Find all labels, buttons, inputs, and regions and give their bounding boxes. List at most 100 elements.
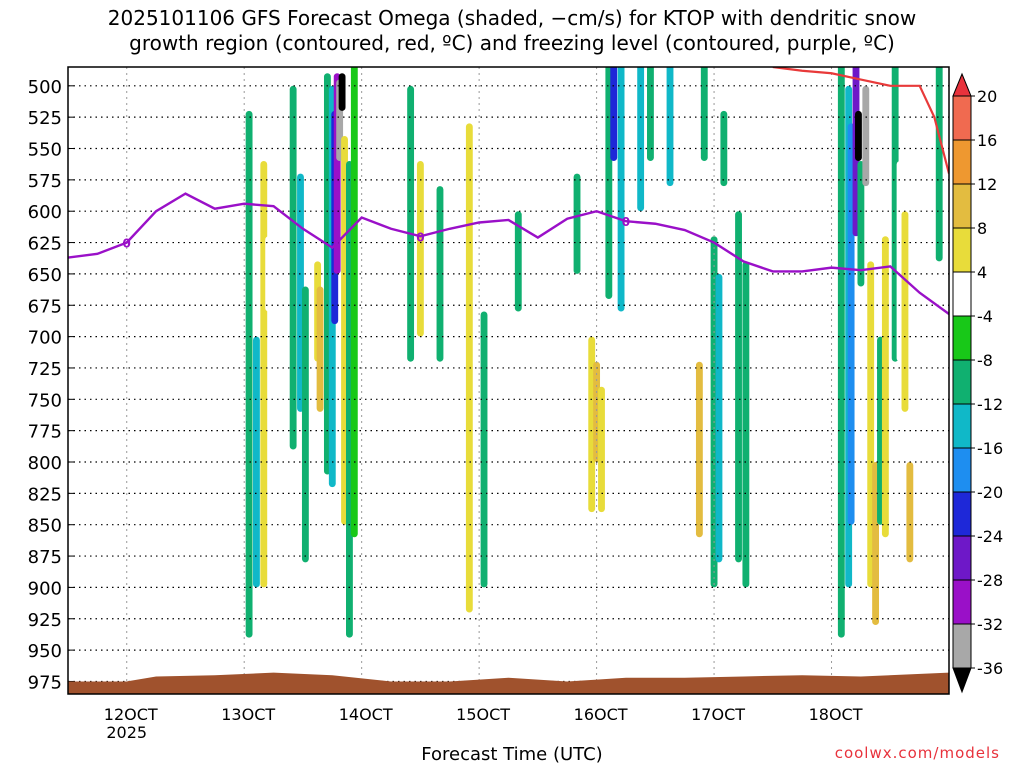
x-tick-label: 13OCT	[221, 705, 275, 724]
omega-cell	[906, 462, 914, 563]
x-tick-label: 15OCT	[456, 705, 510, 724]
omega-cell	[465, 123, 473, 613]
colorbar-label: -24	[977, 527, 1003, 546]
freezing-level-label: 0	[416, 230, 424, 244]
colorbar-box	[952, 491, 972, 537]
omega-cell	[573, 173, 581, 274]
omega-shading	[245, 67, 943, 638]
omega-cell	[901, 211, 909, 412]
dendritic-growth-contour	[772, 67, 949, 174]
colorbar-label: -28	[977, 571, 1003, 590]
omega-cell	[598, 386, 605, 513]
omega-cell	[715, 273, 723, 563]
y-tick-label: 775	[28, 422, 62, 443]
omega-cell	[245, 110, 253, 638]
y-tick-label: 625	[28, 234, 62, 255]
omega-cell	[514, 211, 522, 312]
omega-cell	[265, 236, 273, 312]
omega-cell	[666, 67, 674, 187]
colorbar-label: 16	[977, 131, 997, 150]
y-tick-label: 725	[28, 359, 62, 380]
freezing-level-contour	[68, 192, 949, 316]
x-tick-label: 12OCT	[104, 705, 158, 724]
y-tick-label: 750	[28, 390, 62, 411]
colorbar-label: -20	[977, 483, 1003, 502]
title-line-1: 2025101106 GFS Forecast Omega (shaded, −…	[107, 6, 917, 30]
y-tick-label: 600	[28, 202, 62, 223]
y-tick-label: 850	[28, 516, 62, 537]
colorbar-box	[952, 447, 972, 493]
omega-cell	[407, 85, 415, 362]
colorbar-box	[952, 359, 972, 405]
omega-cell	[637, 67, 645, 212]
colorbar-label: 12	[977, 175, 997, 194]
colorbar-box	[952, 623, 972, 669]
y-tick-label: 675	[28, 296, 62, 317]
colorbar-label: 4	[977, 263, 987, 282]
colorbar-box	[952, 403, 972, 449]
omega-cell	[881, 236, 889, 538]
plot-frame	[67, 66, 950, 695]
omega-cell	[617, 67, 625, 312]
colorbar-label: -36	[977, 659, 1003, 678]
y-tick-label: 700	[28, 328, 62, 349]
y-tick-label: 500	[28, 77, 62, 98]
y-tick-label: 875	[28, 547, 62, 568]
omega-cell	[700, 67, 708, 162]
colorbar-label: -8	[977, 351, 993, 370]
colorbar-box	[952, 535, 972, 581]
omega-cell	[338, 73, 346, 111]
colorbar-box	[952, 579, 972, 625]
credit-label: coolwx.com/models	[834, 744, 1000, 762]
y-tick-label: 950	[28, 641, 62, 662]
omega-cell	[316, 286, 324, 412]
y-tick-label: 525	[28, 108, 62, 129]
y-tick-label: 800	[28, 453, 62, 474]
omega-cell	[862, 85, 870, 187]
colorbar-box	[952, 271, 972, 317]
colorbar-label: -12	[977, 395, 1003, 414]
x-tick-label: 16OCT	[574, 705, 628, 724]
omega-cell	[350, 67, 358, 538]
omega-cell	[289, 85, 297, 450]
x-tick-label: 18OCT	[809, 705, 863, 724]
colorbar-label: -16	[977, 439, 1003, 458]
freezing-level-label: 0	[123, 237, 131, 251]
omega-cell	[837, 67, 845, 638]
omega-cell	[935, 67, 943, 262]
omega-cell	[857, 161, 865, 287]
omega-cell	[260, 161, 268, 588]
omega-cell	[742, 261, 750, 588]
omega-cell	[554, 67, 561, 162]
chart-title: 2025101106 GFS Forecast Omega (shaded, −…	[0, 6, 1024, 56]
freezing-level-label: 0	[622, 215, 630, 229]
omega-cell	[416, 161, 424, 337]
x-axis-title: Forecast Time (UTC)	[421, 744, 603, 765]
omega-cell	[855, 110, 862, 162]
colorbar-box	[952, 95, 972, 141]
y-tick-label: 925	[28, 610, 62, 631]
x-tick-label: 14OCT	[339, 705, 393, 724]
y-tick-label: 575	[28, 171, 62, 192]
colorbar-label: -4	[977, 307, 993, 326]
y-tick-label: 900	[28, 578, 62, 599]
x-year-label: 2025	[106, 723, 147, 742]
omega-cell	[735, 211, 742, 563]
colorbar-label: -32	[977, 615, 1003, 634]
omega-cell	[749, 311, 757, 525]
colorbar-box	[952, 183, 972, 229]
colorbar-bottom-arrow	[952, 667, 972, 694]
colorbar-label: 8	[977, 219, 987, 238]
omega-cell	[610, 67, 618, 162]
x-tick-label: 17OCT	[691, 705, 745, 724]
surface-terrain	[68, 672, 949, 694]
y-tick-label: 975	[28, 672, 62, 693]
colorbar-box	[952, 227, 972, 273]
omega-cell	[480, 311, 488, 588]
omega-cell	[647, 67, 654, 162]
colorbar-label: 20	[977, 87, 997, 106]
colorbar-box	[952, 139, 972, 185]
title-line-2: growth region (contoured, red, ºC) and f…	[129, 31, 895, 55]
omega-cell	[695, 361, 703, 538]
